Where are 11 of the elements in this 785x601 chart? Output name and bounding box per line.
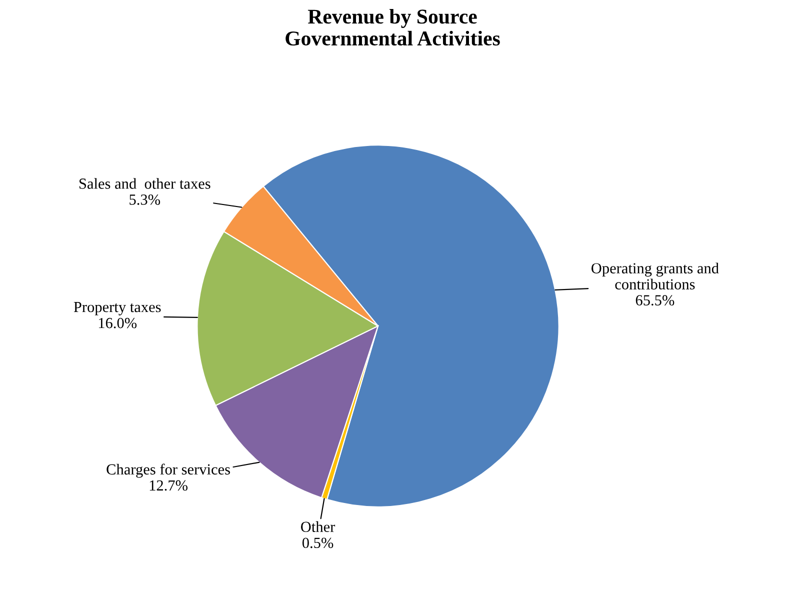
data-label: 0.5%: [302, 538, 334, 548]
slice-label: Charges for services: [106, 464, 230, 478]
slice-label: Other: [301, 521, 336, 532]
chart-title: Revenue by Source Governmental Activities: [286, 9, 500, 46]
slice-label: Sales and other taxes: [80, 178, 210, 189]
data-label: 5.3%: [130, 194, 160, 205]
data-label: 65.5%: [636, 295, 674, 306]
slice-label: Property taxes: [74, 302, 161, 316]
slice-label: Operating grants and contributions: [592, 262, 719, 290]
data-label: 12.7%: [150, 480, 188, 491]
data-label: 16.0%: [98, 318, 137, 328]
